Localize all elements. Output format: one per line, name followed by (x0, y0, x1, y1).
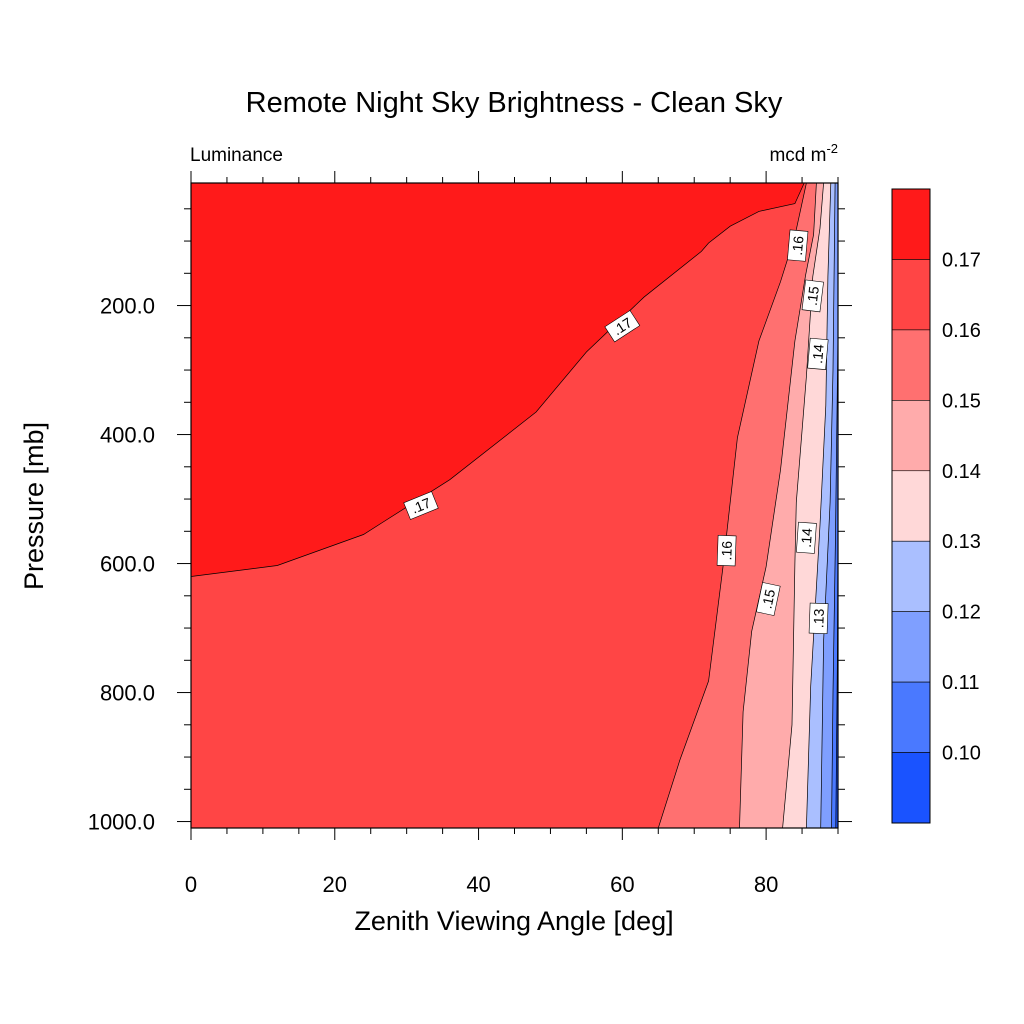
band-below-0.10 (835, 537, 838, 828)
contour-label-box (796, 521, 817, 554)
colorbar-box (891, 259, 931, 331)
x-axis: 0 20 40 60 80 (185, 171, 839, 897)
contour-label-box (403, 491, 439, 520)
contour-label-box (801, 279, 824, 313)
contour-label: .16 (716, 534, 737, 567)
contour-label-text: .16 (789, 235, 807, 256)
colorbar-box (891, 681, 931, 753)
contour-label-text: .15 (758, 588, 778, 611)
chart-title: Remote Night Sky Brightness - Clean Sky (246, 87, 783, 119)
colorbar-box (891, 470, 931, 542)
contour-label-text: .15 (804, 285, 822, 306)
colorbar-label: 0.12 (942, 602, 981, 624)
colorbar-label: 0.14 (942, 461, 981, 483)
contour-label: .14 (807, 337, 829, 370)
colorbar-label: 0.17 (942, 249, 981, 271)
contour-label-text: .14 (809, 343, 827, 364)
colorbar-label: 0.16 (942, 320, 981, 342)
colorbar-box (891, 611, 931, 683)
contour-label-box (807, 337, 829, 370)
y-tick-label: 800.0 (100, 681, 155, 706)
y-tick-label: 200.0 (100, 294, 155, 319)
colorbar-box (891, 329, 931, 401)
colorbar-box (891, 188, 931, 260)
contour-label: .14 (796, 521, 817, 554)
units-string: mcd m-2 (769, 141, 838, 166)
contour-line-0.13 (806, 183, 832, 828)
x-tick-label: 40 (466, 872, 490, 897)
contour-label-box (787, 229, 809, 262)
colorbar-box (891, 400, 931, 472)
x-tick-label: 80 (754, 872, 778, 897)
colorbar-label: 0.15 (942, 390, 981, 412)
contour-label: .16 (787, 229, 809, 262)
x-axis-label: Zenith Viewing Angle [deg] (354, 906, 673, 936)
left-string: Luminance (190, 145, 283, 166)
colorbar-frame (891, 188, 931, 824)
contour-label: .13 (808, 602, 829, 635)
contour-label: .15 (801, 279, 824, 313)
y-tick-label: 600.0 (100, 552, 155, 577)
colorbar-label: 0.13 (942, 531, 981, 553)
contour-line-0.12 (820, 183, 836, 828)
contour-line-labels: .17.17.16.16.15.15.14.14.13 (403, 229, 829, 635)
colorbar-label: 0.11 (942, 672, 979, 694)
contour-label: .17 (403, 491, 439, 520)
colorbar-label: 0.10 (942, 743, 981, 765)
contour-label-text: .16 (718, 540, 735, 560)
contour-line-0.11 (831, 331, 838, 828)
contour-label-text: .13 (810, 608, 827, 628)
y-tick-label: 400.0 (100, 423, 155, 448)
contour-line-0.15 (739, 183, 817, 828)
x-tick-label: 0 (185, 872, 197, 897)
contour-label: .15 (756, 582, 781, 616)
x-tick-label: 60 (610, 872, 634, 897)
x-tick-label: 20 (323, 872, 347, 897)
contour-label-box (604, 310, 641, 343)
contour-line-0.17 (191, 183, 805, 577)
y-axis-label: Pressure [mb] (19, 422, 49, 590)
contour-fills (191, 183, 838, 828)
contour-label-box (756, 582, 781, 616)
contour-label-text: .14 (798, 527, 815, 548)
y-tick-label: 1000.0 (88, 810, 155, 835)
y-axis: 200.0 400.0 600.0 800.0 1000.0 (88, 208, 852, 835)
colorbar-box (891, 752, 931, 824)
contour-label-text: .17 (409, 494, 433, 516)
band-below-0.17 (191, 183, 838, 828)
colorbar: 0.17 0.16 0.15 0.14 0.13 0.12 0.11 0.10 (891, 188, 981, 824)
contour-line-0.14 (782, 183, 824, 828)
contour-label-box (808, 602, 829, 635)
colorbar-box (891, 540, 931, 612)
contour-label-box (716, 534, 737, 567)
